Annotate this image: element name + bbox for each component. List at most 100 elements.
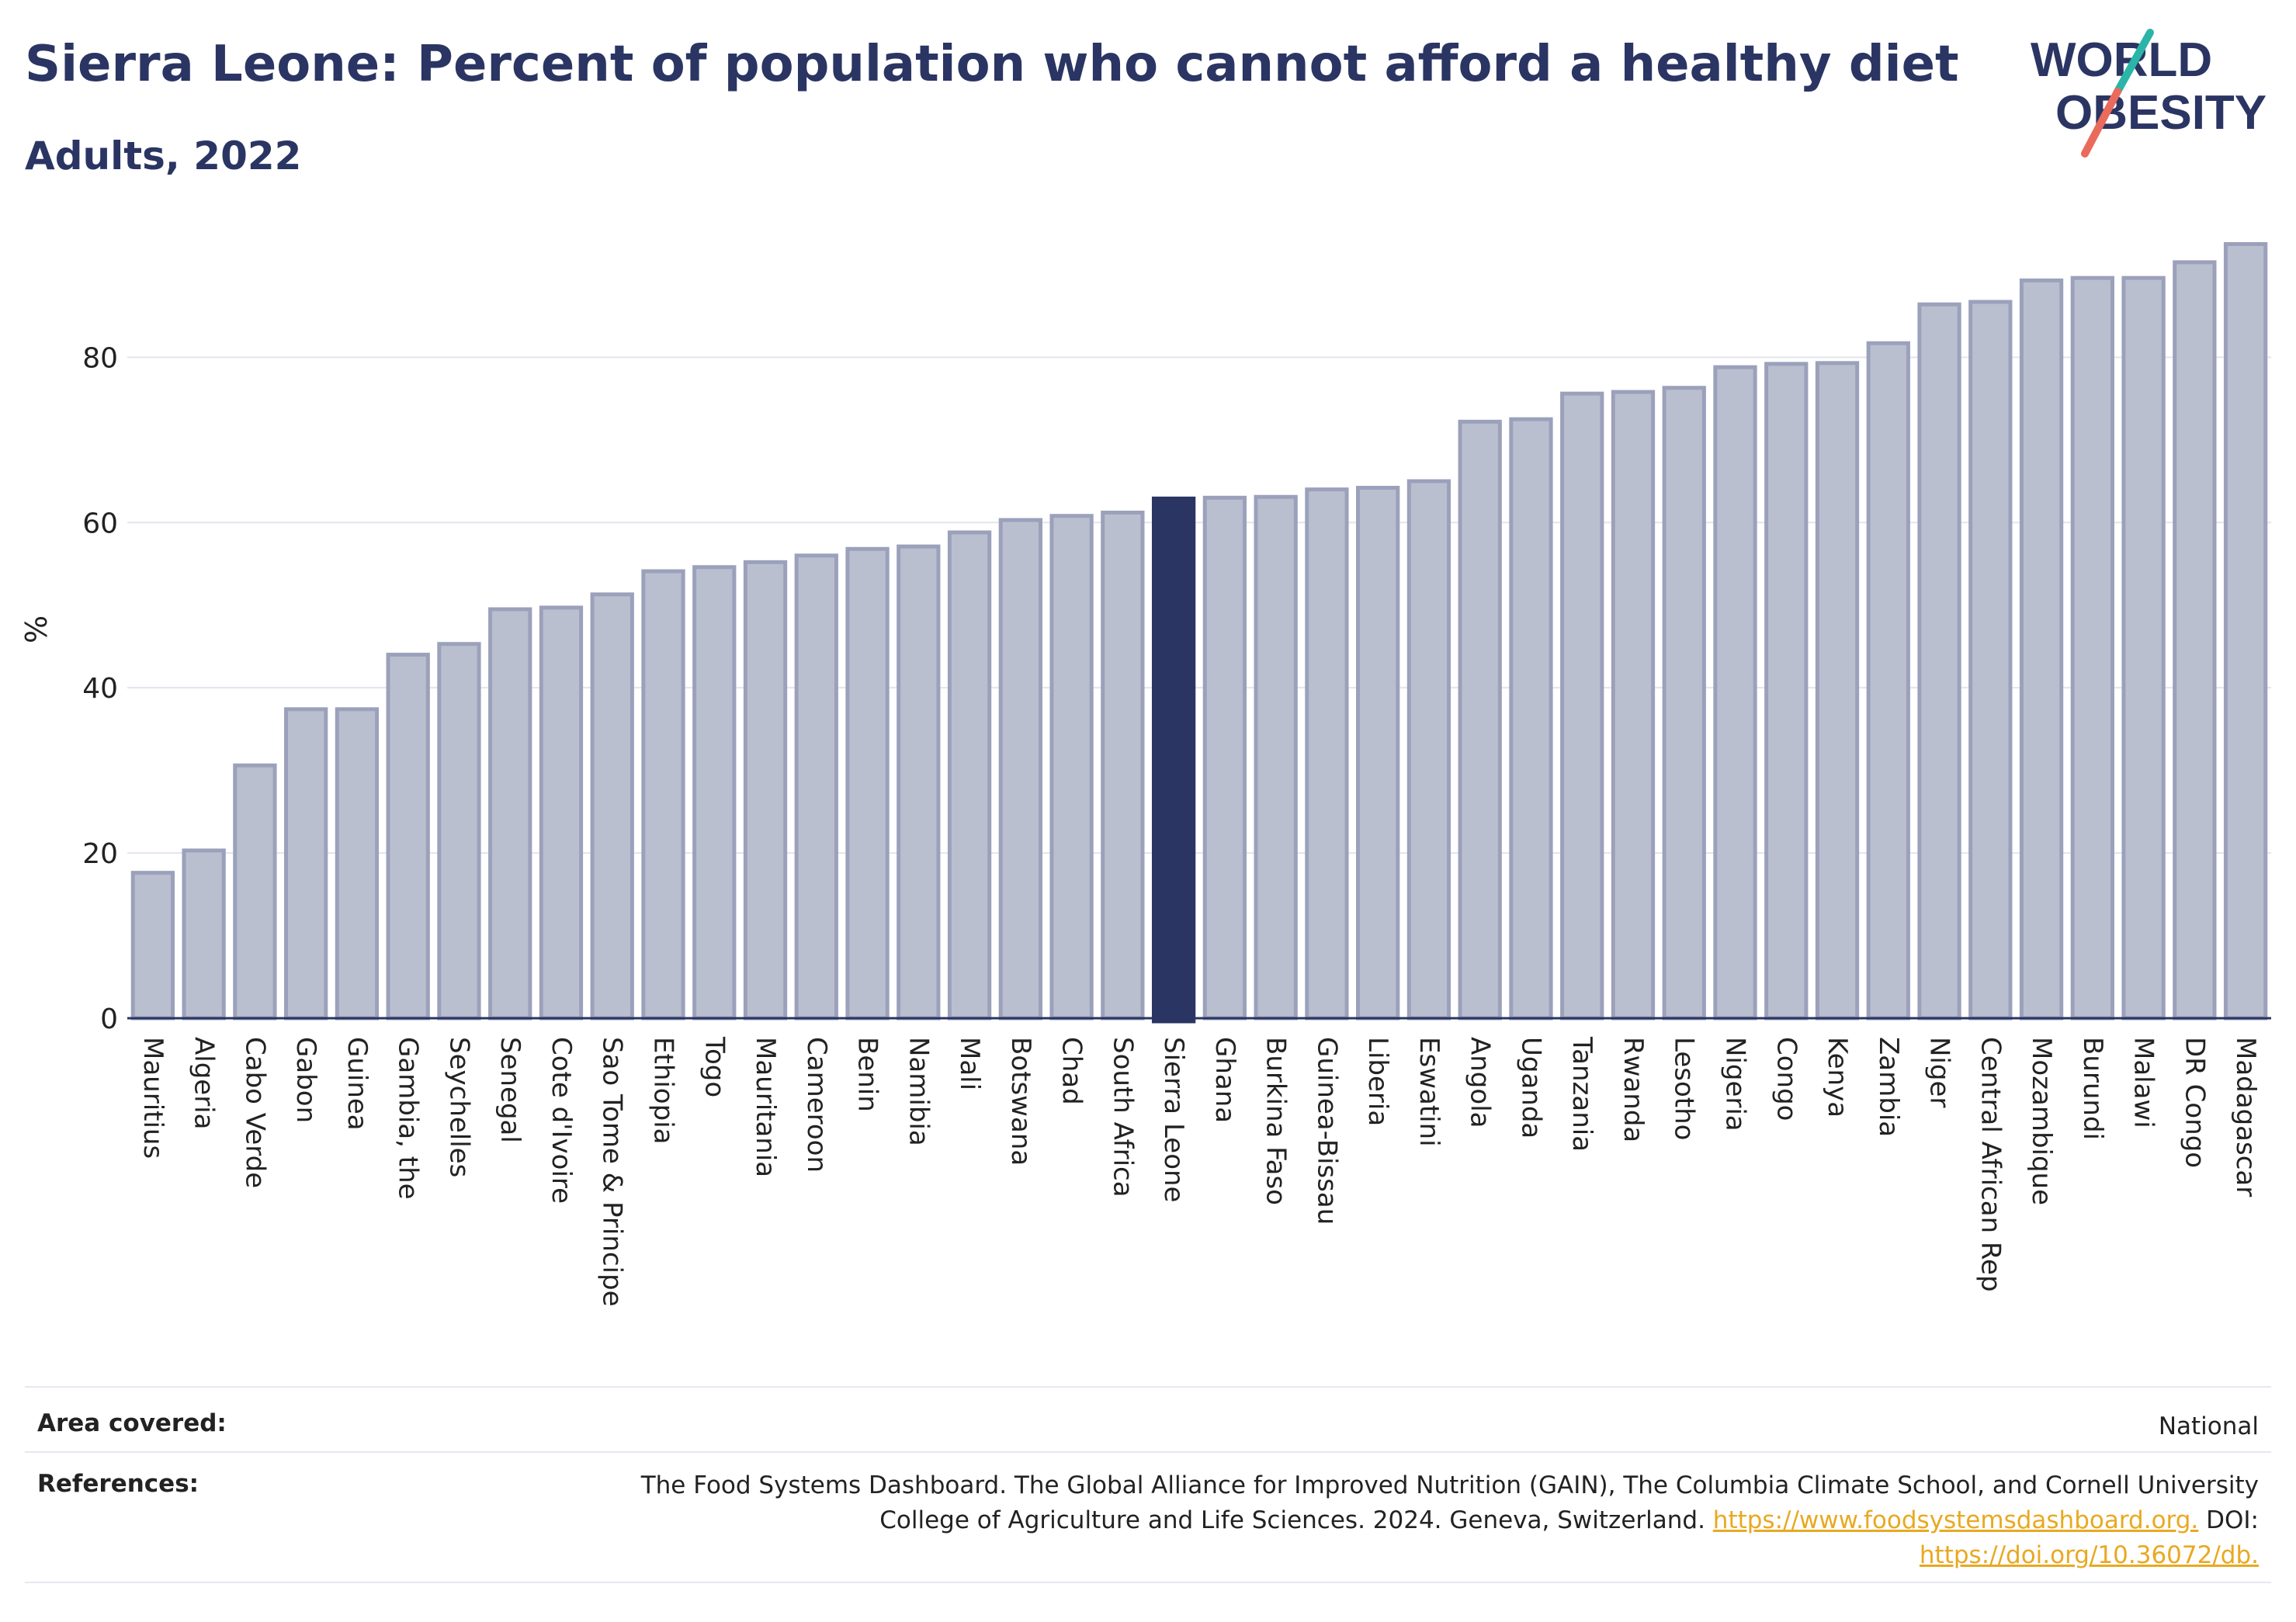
bar-sierra-leone[interactable] (1151, 496, 1196, 1024)
references-text: The Food Systems Dashboard. The Global A… (641, 1468, 2259, 1573)
bar-ghana[interactable] (1202, 495, 1247, 1021)
bars (130, 241, 2268, 1024)
y-tick-label: 20 (82, 838, 118, 870)
x-tick-label: Mozambique (2026, 1037, 2057, 1205)
world-obesity-logo: WORLD OBESITY (2031, 29, 2267, 158)
bar-gambia-the[interactable] (386, 653, 430, 1021)
bar-nigeria[interactable] (1713, 365, 1757, 1021)
x-tick-label: Senegal (494, 1037, 525, 1143)
x-tick-label: Congo (1771, 1037, 1802, 1121)
bar-chart: 0 20 40 60 80 % Mauritius Algeria Cabo Verde Ga… (19, 241, 2271, 1307)
reference-line-2: College of Agriculture and Life Sciences… (641, 1503, 2259, 1538)
gridlines (127, 356, 2271, 854)
bar-burkina-faso[interactable] (1254, 494, 1298, 1021)
x-tick-label: Malawi (2128, 1037, 2159, 1128)
bar-gabon[interactable] (284, 707, 328, 1021)
bar-seychelles[interactable] (437, 642, 481, 1021)
y-tick-label: 0 (100, 1003, 118, 1035)
bar-mozambique[interactable] (2019, 278, 2064, 1021)
reference-line-2-text: College of Agriculture and Life Sciences… (879, 1506, 1705, 1534)
x-tick-label: Ethiopia (648, 1037, 679, 1144)
bar-mali[interactable] (947, 530, 992, 1021)
x-tick-label: Gabon (290, 1037, 321, 1123)
bar-cote-d-ivoire[interactable] (539, 605, 584, 1021)
bar-angola[interactable] (1458, 419, 1502, 1021)
bar-madagascar[interactable] (2223, 241, 2268, 1021)
y-axis-label: % (19, 615, 54, 643)
bar-mauritania[interactable] (743, 560, 788, 1021)
x-tick-label: Sierra Leone (1158, 1037, 1189, 1202)
area-covered-label: Area covered: (37, 1409, 227, 1437)
x-tick-label: Zambia (1873, 1037, 1904, 1137)
x-tick-label: Madagascar (2230, 1037, 2261, 1197)
x-tick-label: DR Congo (2179, 1037, 2210, 1168)
x-tick-label: Uganda (1515, 1037, 1546, 1139)
bar-uganda[interactable] (1509, 417, 1553, 1021)
bar-malawi[interactable] (2121, 276, 2166, 1021)
bar-cabo-verde[interactable] (233, 763, 277, 1021)
x-tick-label: Central African Rep (1975, 1037, 2006, 1292)
bar-guinea-bissau[interactable] (1305, 487, 1349, 1021)
logo-slash-teal (2114, 29, 2154, 95)
x-tick-label: Sao Tome & Principe (597, 1037, 628, 1307)
bar-kenya[interactable] (1815, 361, 1860, 1021)
bar-niger[interactable] (1917, 302, 1961, 1021)
bar-central-african-rep[interactable] (1968, 300, 2013, 1021)
x-tick-label: Mauritania (750, 1037, 781, 1177)
y-tick-label: 80 (82, 342, 118, 374)
bar-lesotho[interactable] (1662, 386, 1706, 1021)
x-tick-label: Niger (1924, 1037, 1955, 1107)
dashboard-link[interactable]: https://www.foodsystemsdashboard.org. (1712, 1506, 2199, 1534)
bar-zambia[interactable] (1866, 341, 1910, 1021)
bar-chad[interactable] (1049, 514, 1094, 1021)
x-tick-label: South Africa (1107, 1037, 1138, 1197)
x-tick-label: Chad (1056, 1037, 1087, 1105)
x-tick-label: Guinea (342, 1037, 373, 1131)
bar-botswana[interactable] (998, 518, 1042, 1021)
bar-eswatini[interactable] (1406, 479, 1451, 1021)
bar-sao-tome-principe[interactable] (590, 592, 634, 1021)
bar-namibia[interactable] (897, 544, 941, 1021)
bar-tanzania[interactable] (1560, 391, 1604, 1021)
x-axis-labels: Mauritius Algeria Cabo Verde Gabon Guinea Gam… (137, 1036, 2261, 1307)
bar-rwanda[interactable] (1611, 390, 1656, 1021)
bar-togo[interactable] (692, 565, 737, 1021)
chart-title: Sierra Leone: Percent of population who … (25, 36, 1959, 93)
area-covered-value: National (2158, 1412, 2259, 1440)
x-tick-label: Mauritius (137, 1037, 168, 1159)
x-tick-label: Seychelles (443, 1037, 474, 1177)
bar-congo[interactable] (1764, 362, 1809, 1021)
bar-south-africa[interactable] (1101, 510, 1145, 1021)
bar-ethiopia[interactable] (641, 569, 685, 1021)
bar-senegal[interactable] (488, 607, 532, 1021)
x-tick-label: Botswana (1005, 1037, 1036, 1166)
bar-cameroon[interactable] (794, 553, 838, 1021)
x-tick-label: Cabo Verde (239, 1037, 270, 1188)
x-tick-label: Burkina Faso (1261, 1037, 1292, 1205)
y-axis-ticks: 0 20 40 60 80 (82, 342, 118, 1035)
bar-guinea[interactable] (335, 707, 380, 1021)
bar-algeria[interactable] (182, 848, 226, 1021)
x-tick-label: Guinea-Bissau (1311, 1037, 1342, 1225)
bar-dr-congo[interactable] (2173, 260, 2217, 1021)
x-tick-label: Ghana (1209, 1037, 1240, 1123)
y-tick-label: 60 (82, 508, 118, 539)
logo-slash-coral (2081, 88, 2121, 158)
area-covered-row: Area covered: National (25, 1386, 2271, 1453)
bar-burundi[interactable] (2070, 276, 2114, 1021)
x-tick-label: Nigeria (1720, 1037, 1751, 1132)
info-panel: Area covered: National References: The F… (25, 1386, 2271, 1583)
references-row: References: The Food Systems Dashboard. … (25, 1451, 2271, 1583)
x-tick-label: Cameroon (801, 1037, 832, 1173)
x-tick-label: Tanzania (1566, 1036, 1597, 1152)
bar-benin[interactable] (845, 546, 890, 1021)
doi-label: DOI: (2206, 1506, 2259, 1534)
logo-line2: OBESITY (2055, 86, 2267, 140)
x-tick-label: Lesotho (1669, 1037, 1700, 1140)
bar-mauritius[interactable] (130, 871, 175, 1021)
x-tick-label: Gambia, the (393, 1037, 424, 1200)
bar-liberia[interactable] (1356, 486, 1400, 1021)
doi-link[interactable]: https://doi.org/10.36072/db. (1919, 1541, 2259, 1569)
x-tick-label: Rwanda (1618, 1037, 1649, 1142)
chart-subtitle: Adults, 2022 (25, 133, 302, 178)
